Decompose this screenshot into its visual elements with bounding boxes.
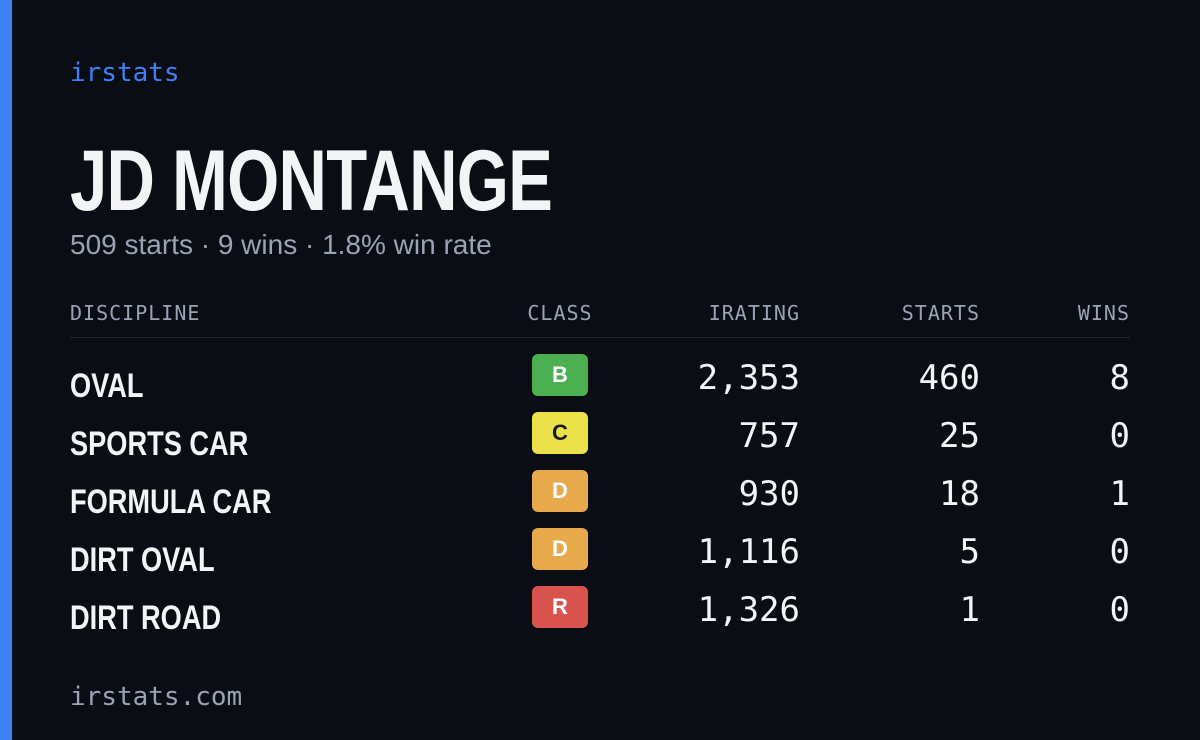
column-header: WINS — [1077, 301, 1130, 325]
class-badge: C — [532, 412, 588, 454]
driver-name: JD MONTANGE — [70, 133, 553, 229]
column-header: IRATING — [708, 301, 800, 325]
header-rule — [70, 337, 1130, 338]
starts: 460 — [918, 358, 980, 398]
discipline: SPORTS CAR — [70, 425, 249, 463]
column-header: DISCIPLINE — [70, 301, 201, 325]
footer-url: irstats.com — [70, 682, 243, 712]
class-badge: R — [532, 586, 588, 628]
brand: irstats — [70, 58, 180, 88]
starts: 25 — [939, 416, 980, 456]
irating: 757 — [738, 416, 800, 456]
discipline: FORMULA CAR — [70, 483, 272, 521]
wins: 0 — [1109, 532, 1130, 572]
irating: 930 — [738, 474, 800, 514]
starts: 5 — [959, 532, 980, 572]
irating: 1,326 — [697, 590, 800, 630]
starts: 18 — [939, 474, 980, 514]
wins: 0 — [1109, 590, 1130, 630]
accent-bar — [0, 0, 12, 740]
discipline: DIRT ROAD — [70, 599, 222, 637]
column-header: CLASS — [527, 301, 593, 325]
wins: 1 — [1109, 474, 1130, 514]
summary: 509 starts · 9 wins · 1.8% win rate — [70, 229, 492, 260]
wins: 0 — [1109, 416, 1130, 456]
discipline: DIRT OVAL — [70, 541, 215, 579]
irating: 2,353 — [697, 358, 800, 398]
class-badge: D — [532, 470, 588, 512]
wins: 8 — [1109, 358, 1130, 398]
starts: 1 — [959, 590, 980, 630]
class-badge: B — [532, 354, 588, 396]
column-header: STARTS — [901, 301, 980, 325]
discipline: OVAL — [70, 367, 144, 405]
irating: 1,116 — [697, 532, 800, 572]
class-badge: D — [532, 528, 588, 570]
